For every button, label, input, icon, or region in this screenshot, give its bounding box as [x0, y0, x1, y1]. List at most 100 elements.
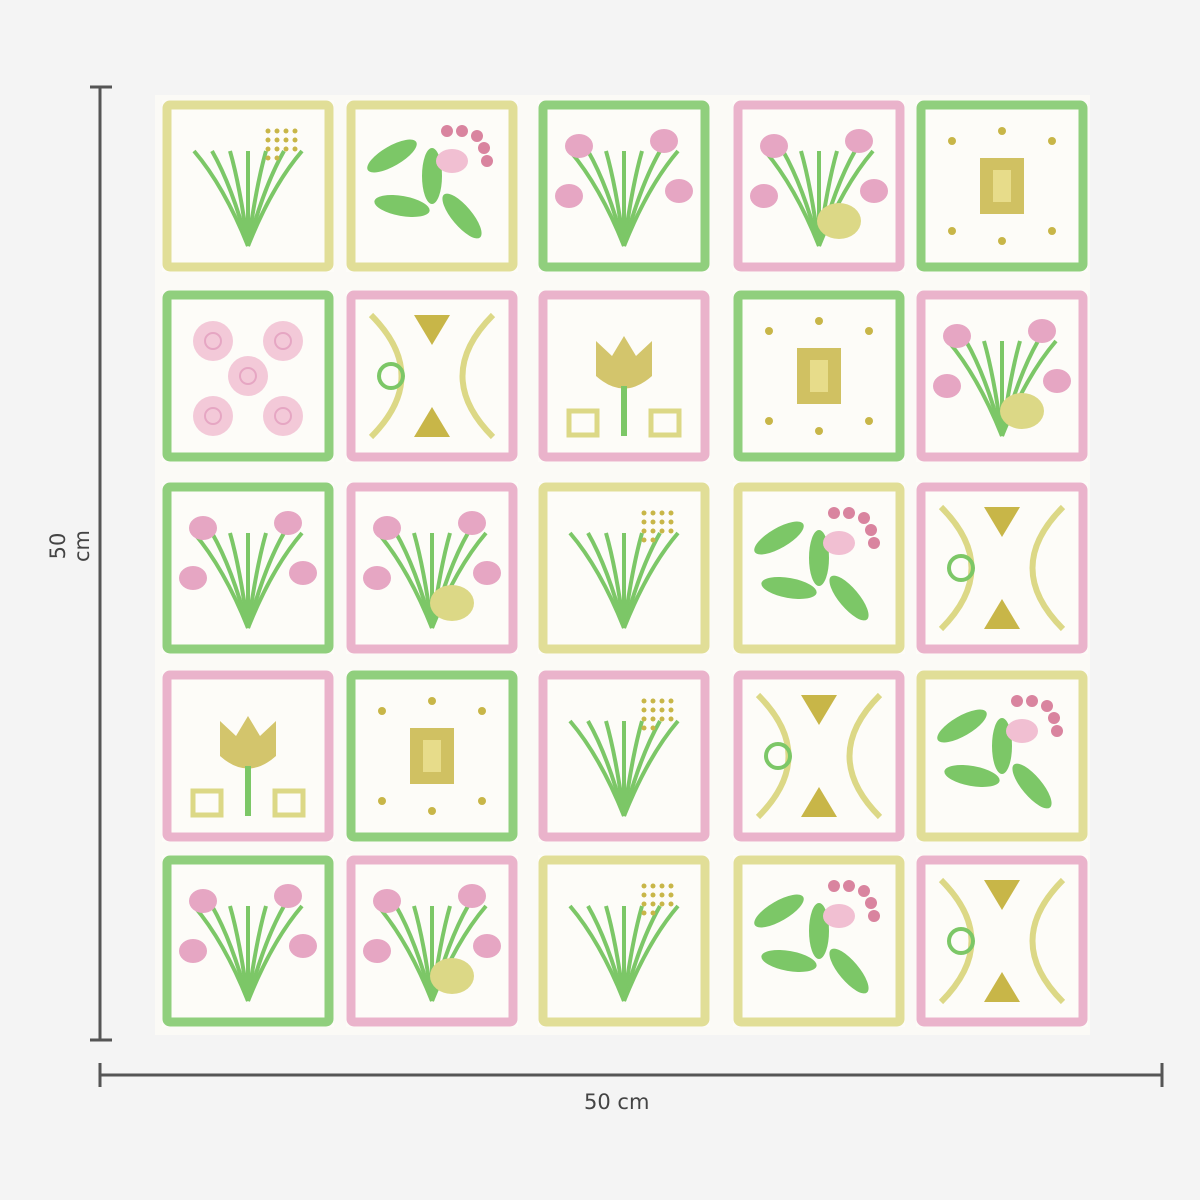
dot	[659, 716, 665, 722]
tile	[162, 482, 334, 654]
dot	[641, 716, 647, 722]
tulip-flower	[289, 561, 317, 585]
tile-border	[733, 290, 905, 462]
side-flower	[947, 927, 975, 955]
tulip-flower	[845, 129, 873, 153]
dot	[650, 725, 656, 731]
dot	[998, 127, 1006, 135]
arc	[846, 692, 883, 820]
dot	[641, 892, 647, 898]
tile-border	[162, 482, 334, 654]
tile-border	[162, 100, 334, 272]
rose	[263, 321, 303, 361]
dot	[265, 128, 271, 134]
dot	[659, 528, 665, 534]
dot	[283, 128, 289, 134]
tulip-flower	[373, 889, 401, 913]
side-flower	[377, 362, 405, 390]
arc	[1029, 877, 1066, 1005]
dot	[668, 707, 674, 713]
tile-border	[733, 855, 905, 1027]
tulip-flower	[179, 566, 207, 590]
dot	[865, 327, 873, 335]
tile	[538, 482, 710, 654]
leaf	[442, 193, 482, 239]
dot	[428, 807, 436, 815]
tile	[346, 855, 518, 1027]
yellow-flower	[1000, 393, 1044, 429]
tulip-flower	[860, 179, 888, 203]
leaf	[761, 577, 817, 599]
dot	[641, 510, 647, 516]
height-label: 50 cm	[46, 530, 94, 563]
tulip-flower	[665, 179, 693, 203]
leaf	[937, 709, 987, 743]
tulip-flower	[1043, 369, 1071, 393]
tulip-flower	[760, 134, 788, 158]
dot	[948, 227, 956, 235]
arc	[459, 312, 496, 440]
dot	[650, 716, 656, 722]
tulip-flower	[189, 889, 217, 913]
berry	[1026, 695, 1038, 707]
stem	[622, 904, 680, 1002]
dot	[641, 519, 647, 525]
tile	[916, 670, 1088, 842]
dot	[292, 137, 298, 143]
side-flower	[764, 742, 792, 770]
tile	[538, 670, 710, 842]
tulip-bottom	[801, 787, 837, 817]
tile	[346, 290, 518, 462]
tulip-bottom	[984, 972, 1020, 1002]
tile	[538, 100, 710, 272]
dot	[659, 519, 665, 525]
dot	[668, 510, 674, 516]
pink-flower	[823, 904, 855, 928]
stem	[246, 531, 304, 629]
tile	[733, 482, 905, 654]
dot	[650, 892, 656, 898]
dot	[641, 883, 647, 889]
tile-border	[346, 855, 518, 1027]
dot	[641, 725, 647, 731]
tile	[733, 855, 905, 1027]
tulip-flower	[565, 134, 593, 158]
dot	[668, 528, 674, 534]
tile-border	[538, 670, 710, 842]
square	[190, 788, 224, 818]
dot	[274, 146, 280, 152]
dot	[650, 537, 656, 543]
tile-border	[916, 855, 1088, 1027]
tile	[346, 482, 518, 654]
berry	[1041, 700, 1053, 712]
square	[272, 788, 306, 818]
dot	[659, 510, 665, 516]
tile-border	[916, 670, 1088, 842]
tile	[162, 855, 334, 1027]
dot	[641, 910, 647, 916]
tile	[916, 290, 1088, 462]
dot	[650, 707, 656, 713]
tulip-bottom	[984, 599, 1020, 629]
dot	[659, 883, 665, 889]
dot	[668, 698, 674, 704]
tile-border	[346, 670, 518, 842]
tulip-top	[984, 880, 1020, 910]
leaf	[754, 521, 804, 555]
dot	[641, 698, 647, 704]
dot	[283, 146, 289, 152]
rose	[263, 396, 303, 436]
tile-border	[538, 100, 710, 272]
tile	[162, 100, 334, 272]
tile-border	[162, 290, 334, 462]
dot	[650, 510, 656, 516]
tile-border	[916, 290, 1088, 462]
dot	[378, 707, 386, 715]
dot	[815, 317, 823, 325]
tile-grid	[162, 100, 1088, 1027]
tulip-flower	[943, 324, 971, 348]
pink-flower	[823, 531, 855, 555]
tulip-flower	[363, 566, 391, 590]
dot	[641, 707, 647, 713]
